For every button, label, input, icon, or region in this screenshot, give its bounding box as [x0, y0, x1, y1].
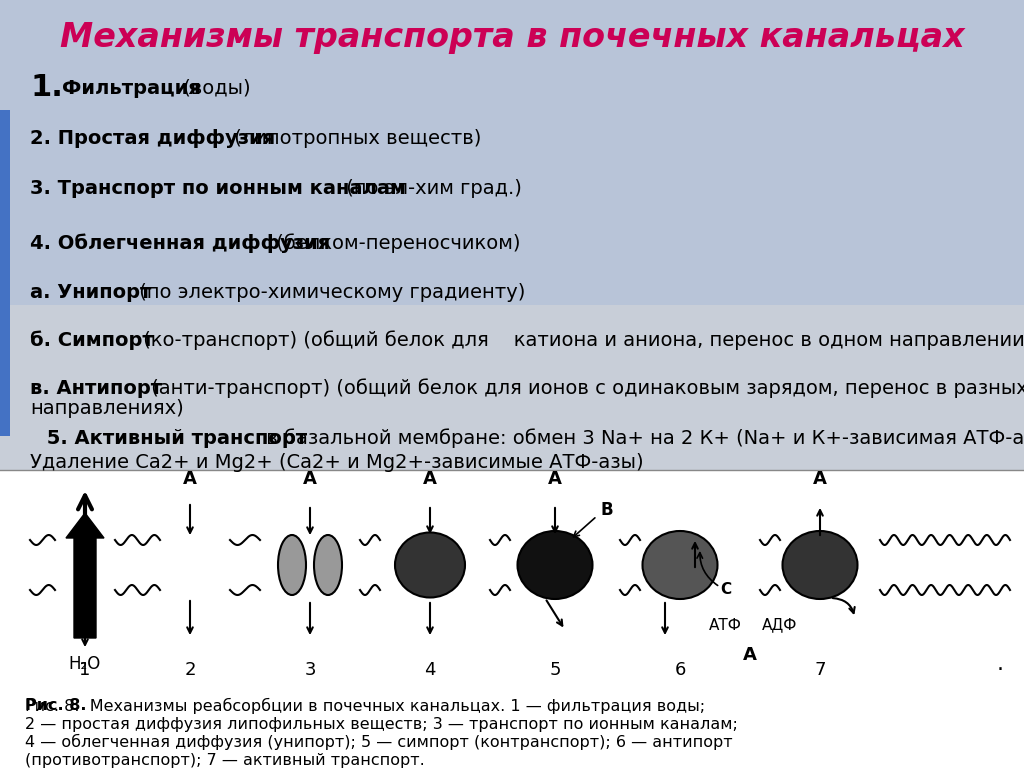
Ellipse shape [395, 532, 465, 598]
Text: 1.: 1. [30, 74, 62, 102]
Text: С: С [720, 582, 731, 598]
Text: 1: 1 [79, 661, 91, 679]
Bar [0, 163, 10, 218]
Ellipse shape [278, 535, 306, 595]
Text: H₂O: H₂O [69, 655, 101, 673]
Bar [0, 110, 10, 170]
FancyArrow shape [66, 513, 104, 638]
Text: А: А [303, 470, 317, 488]
Ellipse shape [314, 535, 342, 595]
Text: А: А [813, 470, 827, 488]
Text: ·: · [996, 660, 1004, 680]
Text: в базальной мембране: обмен 3 Na+ на 2 К+ (Na+ и К+-зависимая АТФ-аза): в базальной мембране: обмен 3 Na+ на 2 К… [260, 428, 1024, 448]
Ellipse shape [517, 531, 593, 599]
Bar [0, 0, 1024, 470]
Ellipse shape [642, 531, 718, 599]
Text: 4. Облегченная диффузия: 4. Облегченная диффузия [30, 233, 331, 253]
Text: (белком-переносчиком): (белком-переносчиком) [270, 233, 520, 253]
Text: В: В [600, 501, 612, 519]
Ellipse shape [782, 531, 857, 599]
Text: (воды): (воды) [177, 78, 251, 98]
Text: направлениях): направлениях) [30, 399, 183, 418]
Text: (ко-транспорт) (общий белок для    катиона и аниона, перенос в одном направлении: (ко-транспорт) (общий белок для катиона … [137, 330, 1024, 350]
Bar [0, 685, 1024, 768]
Text: 2: 2 [184, 661, 196, 679]
Text: 3: 3 [304, 661, 315, 679]
Text: Фильтрация: Фильтрация [62, 78, 201, 98]
Bar [0, 216, 10, 371]
Text: (по электро-химическому градиенту): (по электро-химическому градиенту) [133, 283, 525, 303]
Text: АДФ: АДФ [762, 617, 798, 633]
Text: 4: 4 [424, 661, 436, 679]
Text: Механизмы транспорта в почечных канальцах: Механизмы транспорта в почечных канальца… [59, 22, 965, 55]
Text: 5. Активный транспорт: 5. Активный транспорт [40, 429, 307, 448]
Bar [0, 305, 1024, 470]
Text: А: А [548, 470, 562, 488]
Text: 2. Простая диффузия: 2. Простая диффузия [30, 128, 275, 147]
Text: А: А [743, 646, 757, 664]
Text: А: А [183, 470, 197, 488]
Text: (по эл-хим град.): (по эл-хим град.) [340, 178, 522, 197]
Bar [0, 470, 1024, 685]
Text: 6: 6 [675, 661, 686, 679]
Text: 5: 5 [549, 661, 561, 679]
Bar [0, 368, 10, 436]
Text: б. Симпорт: б. Симпорт [30, 330, 154, 349]
Text: (липотропных веществ): (липотропных веществ) [228, 128, 481, 147]
Text: 3. Транспорт по ионным каналам: 3. Транспорт по ионным каналам [30, 178, 406, 197]
Text: Рис. 8.: Рис. 8. [25, 698, 86, 713]
Text: в. Антипорт: в. Антипорт [30, 379, 162, 398]
Text: А: А [423, 470, 437, 488]
Text: 7: 7 [814, 661, 825, 679]
Text: Рис. 8.  Механизмы реабсорбции в почечных канальцах. 1 — фильтрация воды;
2 — пр: Рис. 8. Механизмы реабсорбции в почечных… [25, 698, 738, 768]
Text: АТФ: АТФ [709, 617, 741, 633]
Text: Удаление Ca2+ и Mg2+ (Ca2+ и Mg2+-зависимые АТФ-азы): Удаление Ca2+ и Mg2+ (Ca2+ и Mg2+-зависи… [30, 452, 644, 472]
Text: (анти-транспорт) (общий белок для ионов с одинаковым зарядом, перенос в разных: (анти-транспорт) (общий белок для ионов … [145, 378, 1024, 398]
Text: а. Унипорт: а. Унипорт [30, 283, 152, 303]
